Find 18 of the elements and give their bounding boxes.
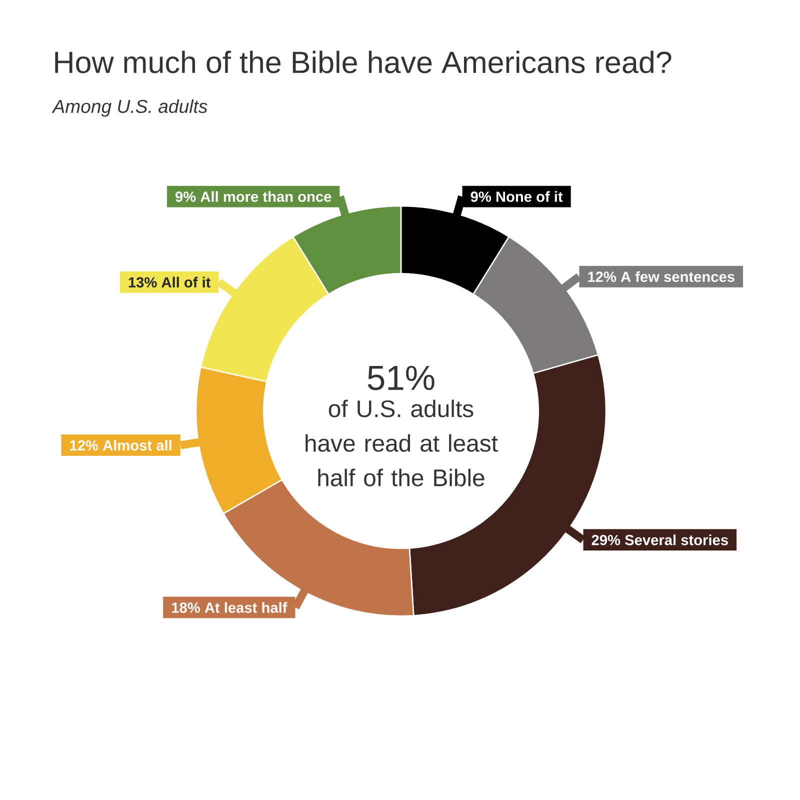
slice-label: Almost all <box>102 440 172 451</box>
text: of U.S. adults have read at least half of the Bible <box>306 400 498 486</box>
slice-label: A few sentences <box>620 271 734 282</box>
data-label: 12% <box>70 440 98 451</box>
data-label: 13% <box>128 277 157 288</box>
slice-label: None of it <box>496 191 563 202</box>
data-label: 29% <box>592 534 620 546</box>
slice-label: All more than once <box>200 191 332 202</box>
chart-subtitle: Among U.S. adults <box>52 99 208 117</box>
slice-label: At least half <box>204 602 288 613</box>
slice-label: Several stories <box>625 534 728 546</box>
data-label: 12% <box>588 272 616 282</box>
chart-title: How much of the Bible have Americans read? <box>55 50 672 74</box>
text: 51% <box>368 366 434 390</box>
slice-label: All of it <box>162 276 211 288</box>
data-label: 9% <box>470 192 492 202</box>
data-label: 18% <box>172 602 200 613</box>
data-label: 9% <box>175 192 196 202</box>
